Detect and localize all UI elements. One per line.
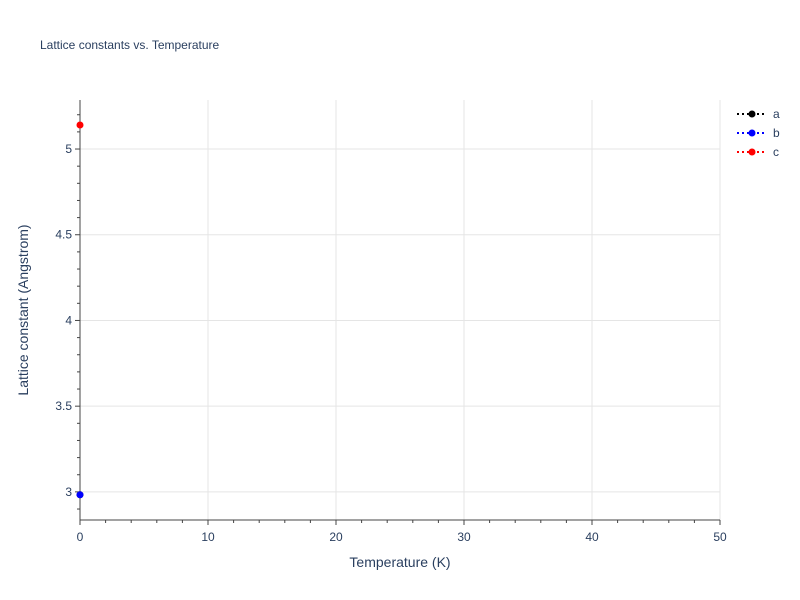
legend-marker-c xyxy=(748,148,756,156)
data-point-c xyxy=(76,121,84,129)
x-axis-label: Temperature (K) xyxy=(349,554,451,570)
x-tick-label: 50 xyxy=(713,530,727,544)
legend-marker-a xyxy=(748,110,756,118)
y-tick-label: 3 xyxy=(65,485,72,499)
y-tick-label: 4 xyxy=(65,313,72,327)
x-tick-label: 30 xyxy=(457,530,471,544)
x-tick-label: 0 xyxy=(77,530,84,544)
data-point-b xyxy=(76,491,84,499)
x-tick-label: 20 xyxy=(329,530,343,544)
y-tick-label: 3.5 xyxy=(55,399,72,413)
legend-item-c: c xyxy=(773,145,779,159)
legend-item-a: a xyxy=(773,107,780,121)
x-tick-label: 40 xyxy=(585,530,599,544)
x-tick-label: 10 xyxy=(201,530,215,544)
legend-item-b: b xyxy=(773,126,780,140)
y-tick-label: 4.5 xyxy=(55,228,72,242)
y-tick-label: 5 xyxy=(65,142,72,156)
legend-marker-b xyxy=(748,129,756,137)
chart-title: Lattice constants vs. Temperature xyxy=(40,38,220,52)
y-axis-label: Lattice constant (Angstrom) xyxy=(15,224,31,396)
